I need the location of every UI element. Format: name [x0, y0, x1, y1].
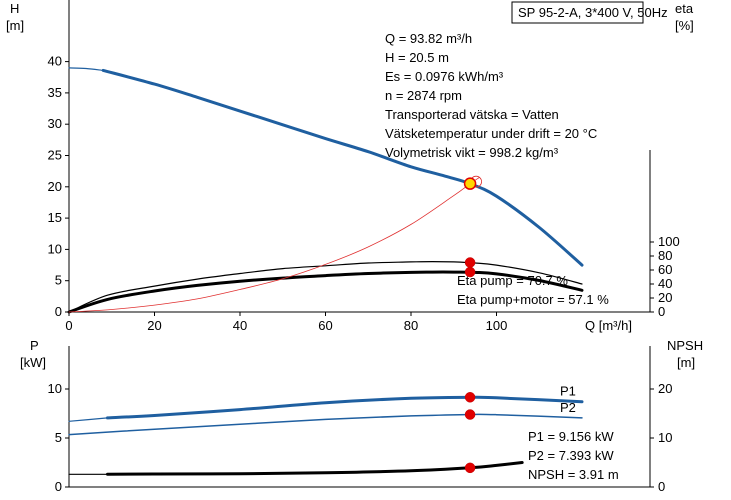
- top-y-axis-title-line1: H: [10, 1, 19, 16]
- chart-marks: 0 20 40 60 80 1000510152025303540020406080100…: [48, 54, 680, 494]
- top-x-tick-label: 80: [404, 318, 418, 333]
- p2-info: P2 = 7.393 kW: [528, 448, 614, 463]
- top-y2-tick-label: 0: [658, 304, 665, 319]
- top-x-tick-label: 0: [65, 318, 72, 333]
- top-y-tick-label: 20: [48, 179, 62, 194]
- bottom-y-tick-label: 10: [48, 381, 62, 396]
- top-y2-tick-label: 40: [658, 276, 672, 291]
- info-speed: n = 2874 rpm: [385, 88, 462, 103]
- top-y-tick-label: 10: [48, 241, 62, 256]
- p2-curve: [68, 413, 583, 436]
- top-y-tick-label: 30: [48, 116, 62, 131]
- top-y-tick-label: 35: [48, 85, 62, 100]
- top-x-tick-label: 100: [486, 318, 508, 333]
- top-y-tick-label: 15: [48, 210, 62, 225]
- system-curve: [68, 177, 480, 313]
- top-x-tick-label: 20: [147, 318, 161, 333]
- top-y2-tick-label: 20: [658, 290, 672, 305]
- top-y2-axis-title-line1: eta: [675, 1, 694, 16]
- p1-info: P1 = 9.156 kW: [528, 429, 614, 444]
- operating-point-marker: [464, 392, 476, 403]
- bottom-y2-tick-label: 20: [658, 381, 672, 396]
- head-dashed-curve: [68, 67, 104, 71]
- bottom-y-tick-label: 0: [55, 479, 62, 494]
- npsh-info: NPSH = 3.91 m: [528, 467, 619, 482]
- info-head: H = 20.5 m: [385, 50, 449, 65]
- top-y-axis-title-line2: [m]: [6, 18, 24, 33]
- info-temperature: Vätsketemperatur under drift = 20 °C: [385, 126, 597, 141]
- top-y-tick-label: 25: [48, 148, 62, 163]
- duty-point-marker: [463, 177, 477, 190]
- top-y-tick-label: 40: [48, 54, 62, 69]
- p2-series-label: P2: [560, 400, 576, 415]
- npsh-curve: [106, 461, 524, 476]
- top-y-tick-label: 0: [55, 304, 62, 319]
- bottom-y-axis-title-line2: [kW]: [20, 355, 46, 370]
- eta-total-info: Eta pump+motor = 57.1 %: [457, 292, 609, 307]
- eta-total-curve: [67, 270, 584, 314]
- pump-title: SP 95-2-A, 3*400 V, 50Hz: [518, 5, 668, 20]
- top-y-tick-label: 5: [55, 273, 62, 288]
- top-y2-tick-label: 80: [658, 248, 672, 263]
- operating-point-marker: [464, 409, 476, 420]
- info-energy: Es = 0.0976 kWh/m³: [385, 69, 504, 84]
- top-y2-tick-label: 60: [658, 262, 672, 277]
- p1-curve: [106, 395, 584, 420]
- info-liquid: Transporterad vätska = Vatten: [385, 107, 559, 122]
- power-info: P1 = 9.156 kW P2 = 7.393 kW NPSH = 3.91 …: [528, 429, 619, 482]
- eta-info: Eta pump = 70.7 % Eta pump+motor = 57.1 …: [457, 273, 609, 307]
- eta-pump-info: Eta pump = 70.7 %: [457, 273, 568, 288]
- top-y2-tick-label: 100: [658, 234, 680, 249]
- top-x-tick-label: 40: [233, 318, 247, 333]
- top-x-axis-title: Q [m³/h]: [585, 318, 632, 333]
- pump-title-box: [511, 1, 644, 24]
- operating-point-marker: [464, 257, 476, 268]
- bottom-y2-axis-title-line1: NPSH: [667, 338, 703, 353]
- bottom-axes: [68, 346, 651, 488]
- bottom-y2-tick-label: 10: [658, 430, 672, 445]
- info-flow: Q = 93.82 m³/h: [385, 31, 472, 46]
- p1-dashed-curve: [68, 417, 109, 422]
- eta-pump-curve: [68, 260, 583, 313]
- operating-point-marker: [464, 266, 476, 278]
- p1-series-label: P1: [560, 384, 576, 399]
- top-x-tick-label: 60: [318, 318, 332, 333]
- bottom-y-axis-title-line1: P: [30, 338, 39, 353]
- operating-point-marker: [464, 462, 476, 474]
- bottom-y2-tick-label: 0: [658, 479, 665, 494]
- top-y2-axis-title-line2: [%]: [675, 18, 694, 33]
- operating-point-info: Q = 93.82 m³/h H = 20.5 m Es = 0.0976 kW…: [385, 31, 597, 160]
- top-axes: [68, 0, 651, 313]
- head-curve: [101, 68, 584, 267]
- bottom-y-tick-label: 5: [55, 430, 62, 445]
- info-density: Volymetrisk vikt = 998.2 kg/m³: [385, 145, 559, 160]
- bottom-y2-axis-title-line2: [m]: [677, 355, 695, 370]
